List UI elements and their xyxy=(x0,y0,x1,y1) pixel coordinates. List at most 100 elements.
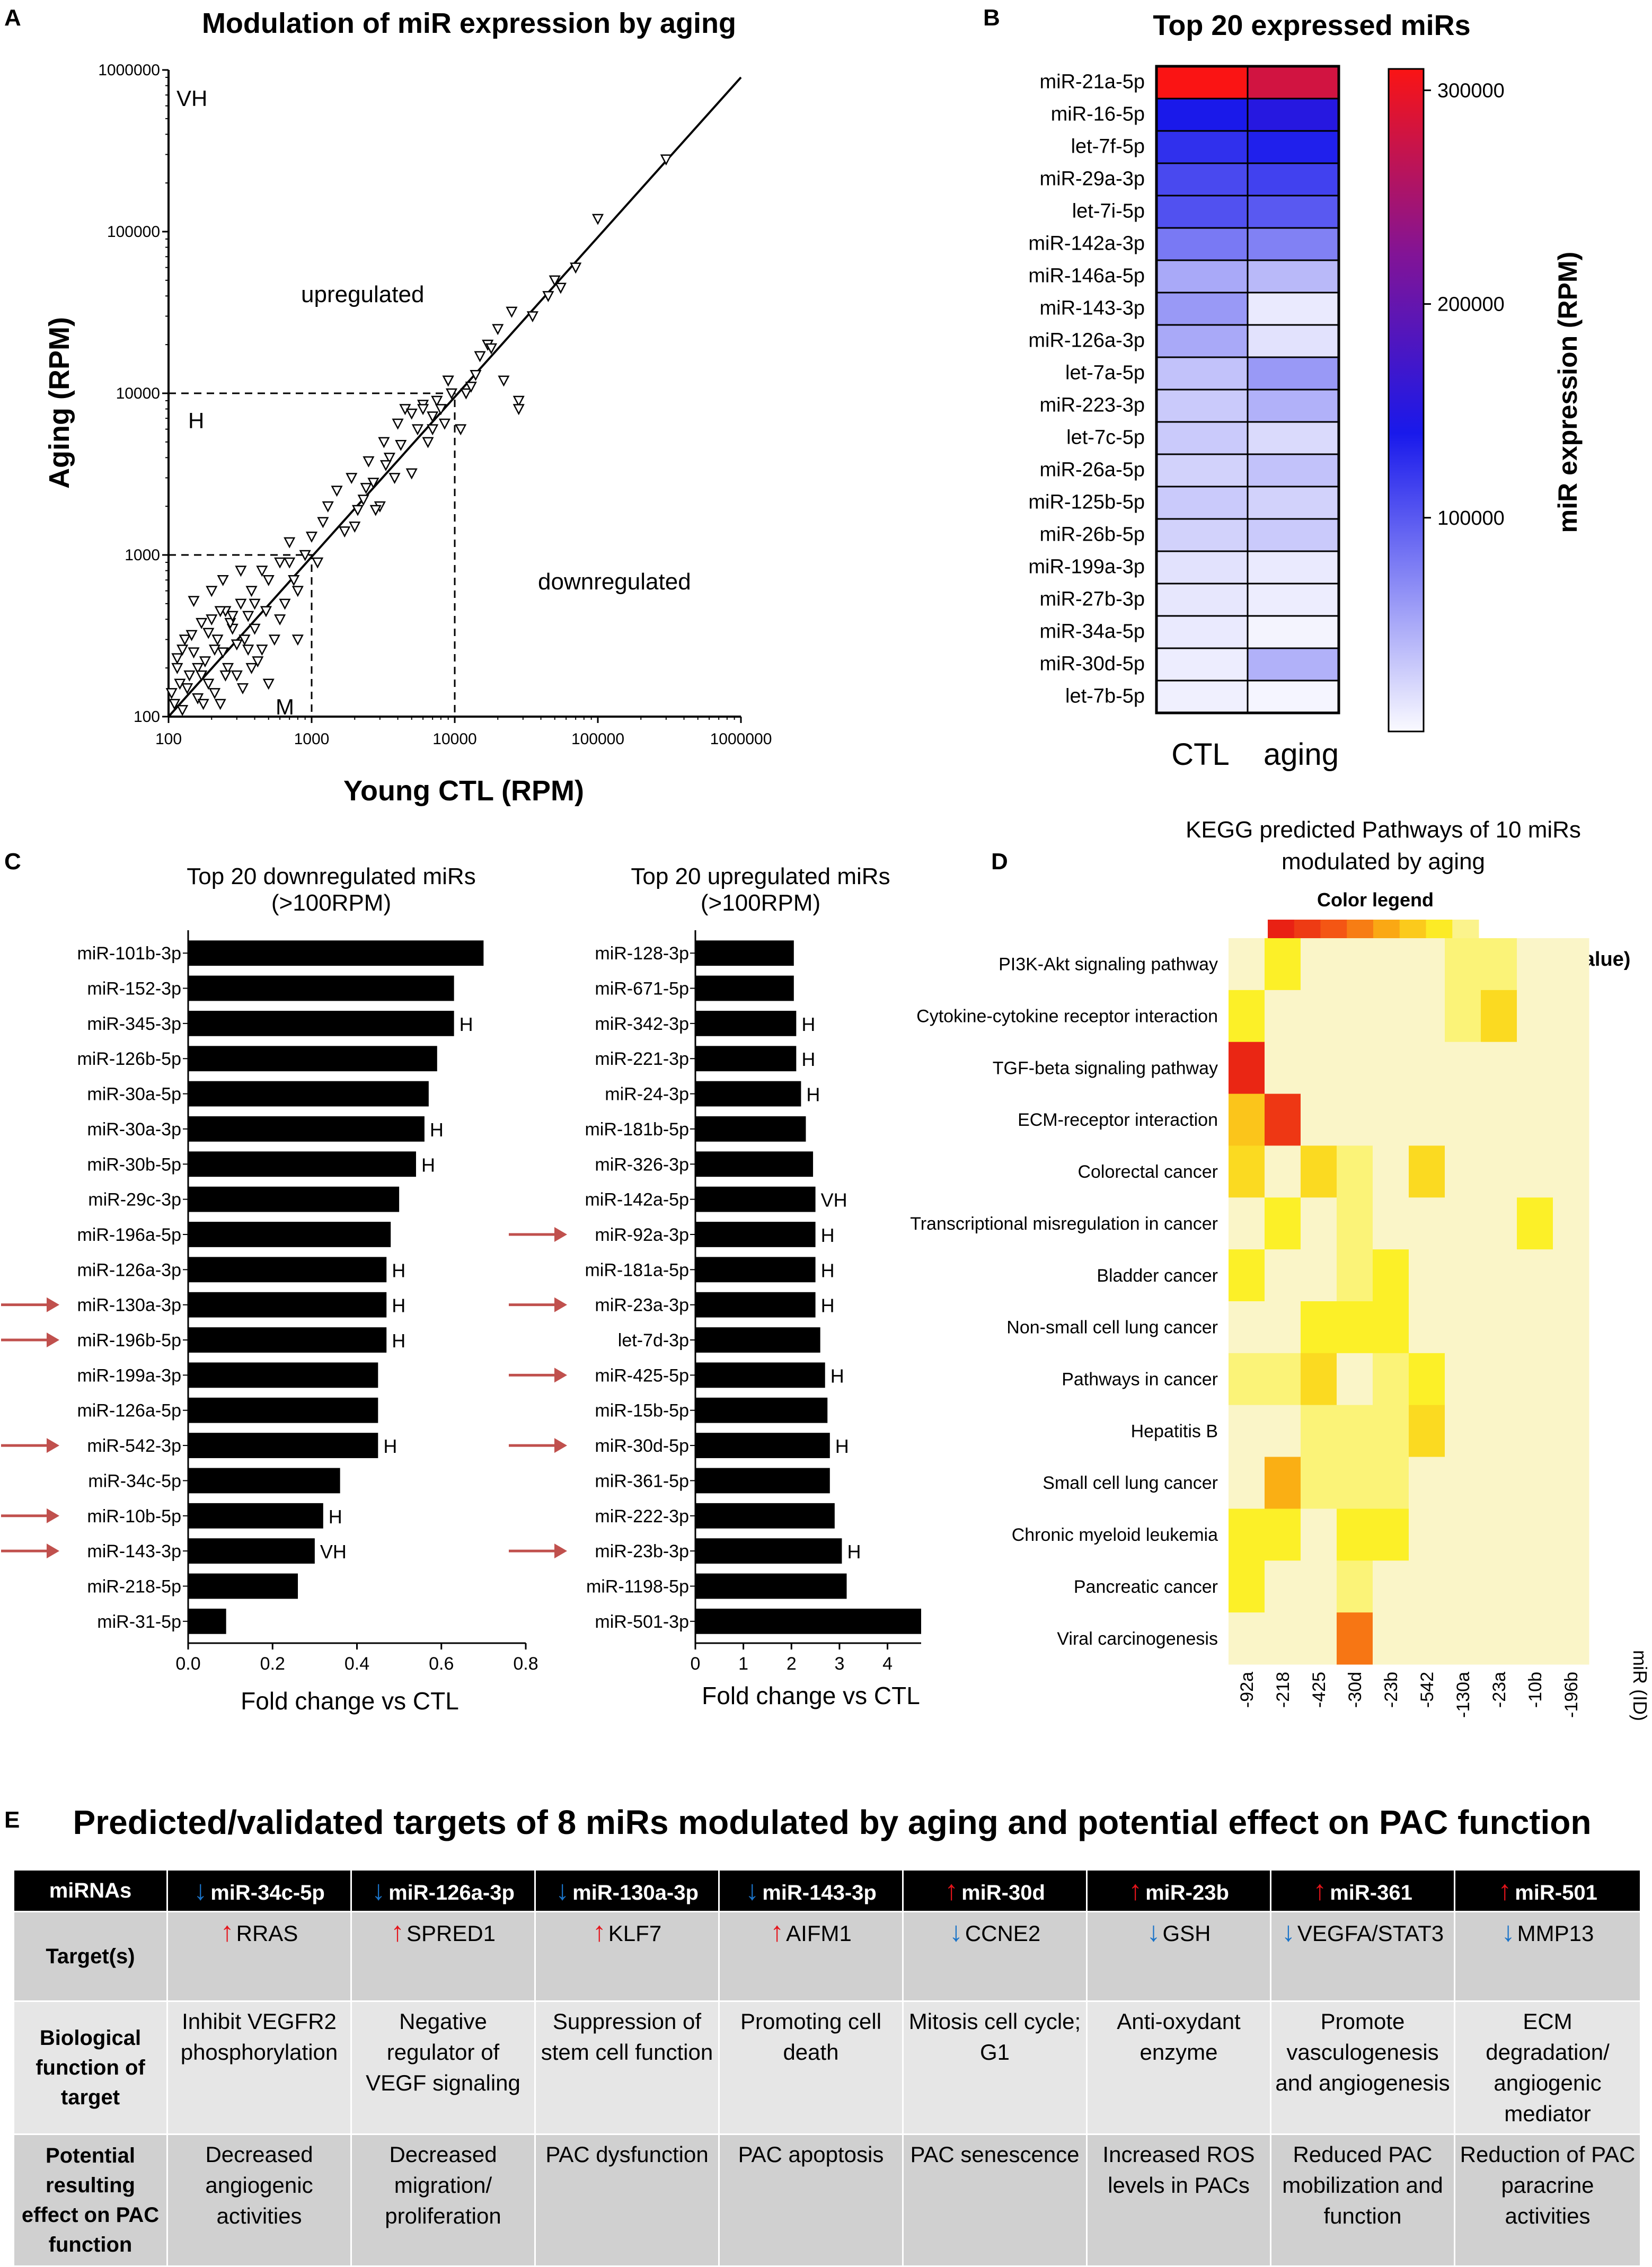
bar-significance-label: H xyxy=(392,1330,405,1352)
kegg-cell xyxy=(1373,1405,1409,1458)
scatter-point xyxy=(214,606,226,618)
kegg-cell xyxy=(1337,1405,1373,1458)
kegg-cell xyxy=(1229,1042,1265,1095)
scatter-point xyxy=(231,639,243,651)
row-head-effect: Potential resulting effect on PAC functi… xyxy=(13,2133,168,2267)
table-title: Predicted/validated targets of 8 miRs mo… xyxy=(73,1803,1592,1841)
kegg-cell xyxy=(1517,990,1553,1043)
scatter-point xyxy=(438,418,451,430)
scatter-point xyxy=(179,634,191,646)
bio-function-cell: Anti-oxydant enzyme xyxy=(1086,2000,1271,2135)
x-tick-label: 100 xyxy=(155,730,182,748)
scatter-point xyxy=(549,275,561,287)
up-chart-title: Top 20 upregulated miRs xyxy=(631,863,890,889)
highlight-arrow-head xyxy=(47,1297,59,1312)
kegg-cell xyxy=(1481,990,1517,1043)
heatmap-cell xyxy=(1247,550,1340,585)
kegg-cell xyxy=(1409,1093,1445,1146)
panel-b-heatmap: B Top 20 expressed miRs miR-21a-5p miR-16… xyxy=(983,5,1583,772)
bar-significance-label: H xyxy=(430,1119,444,1141)
heatmap-cell xyxy=(1155,356,1249,391)
effect-cell: Reduction of PAC paracrine activities xyxy=(1454,2133,1641,2267)
row-head-bio: Biological function of target xyxy=(13,2000,168,2135)
kegg-cell xyxy=(1517,1560,1553,1613)
downregulated-label: downregulated xyxy=(538,569,691,595)
kegg-cell xyxy=(1229,1197,1265,1250)
scatter-point xyxy=(305,531,318,543)
bar-x-tick-label: 0.2 xyxy=(260,1654,285,1674)
panel-a-scatter: A Modulation of miR expression by aging … xyxy=(4,5,772,807)
scatter-point xyxy=(242,611,254,622)
scatter-point xyxy=(312,557,324,569)
kegg-cell xyxy=(1265,1249,1301,1302)
target-cell: ↓GSH xyxy=(1086,1911,1271,2002)
bar xyxy=(188,1010,454,1036)
y-tick-label: 100000 xyxy=(107,223,160,241)
scatter-point xyxy=(288,575,300,586)
scatter-point xyxy=(322,501,334,513)
bar-significance-label: H xyxy=(821,1224,835,1246)
scatter-point xyxy=(435,404,447,416)
kegg-cell xyxy=(1481,1405,1517,1458)
kegg-row-label: PI3K-Akt signaling pathway xyxy=(999,955,1218,975)
bar-significance-label: H xyxy=(847,1541,861,1563)
bar xyxy=(695,975,794,1001)
scatter-point xyxy=(226,611,238,622)
y-tick-label: 10000 xyxy=(116,385,160,402)
bar-significance-label: H xyxy=(329,1506,342,1528)
heatmap-cell xyxy=(1155,647,1249,682)
down-arrow-icon: ↓ xyxy=(1146,1917,1161,1947)
kegg-subtitle: modulated by aging xyxy=(1282,849,1485,875)
scatter-point xyxy=(208,645,221,656)
heatmap-row-label: miR-223-3p xyxy=(1039,394,1145,416)
kegg-cell xyxy=(1373,1560,1409,1613)
kegg-cell xyxy=(1409,1353,1445,1406)
kegg-cell xyxy=(1373,1249,1409,1302)
kegg-cell xyxy=(1229,1301,1265,1354)
bar-category-label: miR-15b-5p xyxy=(595,1401,689,1421)
kegg-cell xyxy=(1481,1560,1517,1613)
kegg-cell xyxy=(1301,1249,1337,1302)
heatmap-cell xyxy=(1155,324,1249,358)
mirna-header-4: ↑ miR-30d xyxy=(902,1869,1088,1912)
kegg-cell xyxy=(1409,1457,1445,1509)
scatter-point xyxy=(378,437,390,448)
kegg-cell xyxy=(1301,1509,1337,1561)
bar-category-label: miR-101b-3p xyxy=(77,943,181,964)
bar-category-label: let-7d-3p xyxy=(618,1330,689,1351)
heatmap-cell xyxy=(1155,615,1249,649)
kegg-cell xyxy=(1517,1509,1553,1561)
bar-category-label: miR-222-3p xyxy=(595,1506,689,1527)
scatter-point xyxy=(176,705,189,717)
kegg-cell xyxy=(1229,1509,1265,1561)
highlight-arrow-head xyxy=(47,1508,59,1523)
kegg-cell xyxy=(1409,990,1445,1043)
down-xlabel: Fold change vs CTL xyxy=(241,1687,459,1715)
heatmap-cell xyxy=(1247,356,1340,391)
bar-category-label: miR-1198-5p xyxy=(586,1576,689,1596)
bar xyxy=(695,1186,816,1212)
kegg-cell xyxy=(1409,1249,1445,1302)
kegg-cell xyxy=(1553,1093,1589,1146)
bar-category-label: miR-345-3p xyxy=(87,1014,181,1034)
bar xyxy=(695,1116,806,1142)
scatter-point xyxy=(206,614,218,626)
scatter-point xyxy=(185,630,198,641)
scatter-ylabel: Aging (RPM) xyxy=(43,317,75,489)
heatmap-cell xyxy=(1247,453,1340,488)
expression-heatmap: miR-21a-5p miR-16-5p let-7f-5p miR-29a-3p le… xyxy=(1028,65,1340,714)
heatmap-row-label: miR-125b-5p xyxy=(1028,491,1145,513)
highlight-arrow-head xyxy=(554,1368,567,1383)
mirna-name: miR-501 xyxy=(1515,1881,1597,1904)
kegg-cell xyxy=(1301,1093,1337,1146)
bar-category-label: miR-126b-5p xyxy=(77,1049,181,1069)
scatter-point xyxy=(252,656,264,668)
x-tick-label: 1000 xyxy=(294,730,330,748)
heatmap-row-label: miR-142a-3p xyxy=(1028,232,1145,254)
down-arrow-icon: ↓ xyxy=(745,1875,759,1906)
kegg-cell xyxy=(1265,1405,1301,1458)
target-name: MMP13 xyxy=(1517,1921,1594,1946)
kegg-cell xyxy=(1265,1612,1301,1665)
scatter-point xyxy=(498,375,510,387)
kegg-cell xyxy=(1373,1042,1409,1095)
